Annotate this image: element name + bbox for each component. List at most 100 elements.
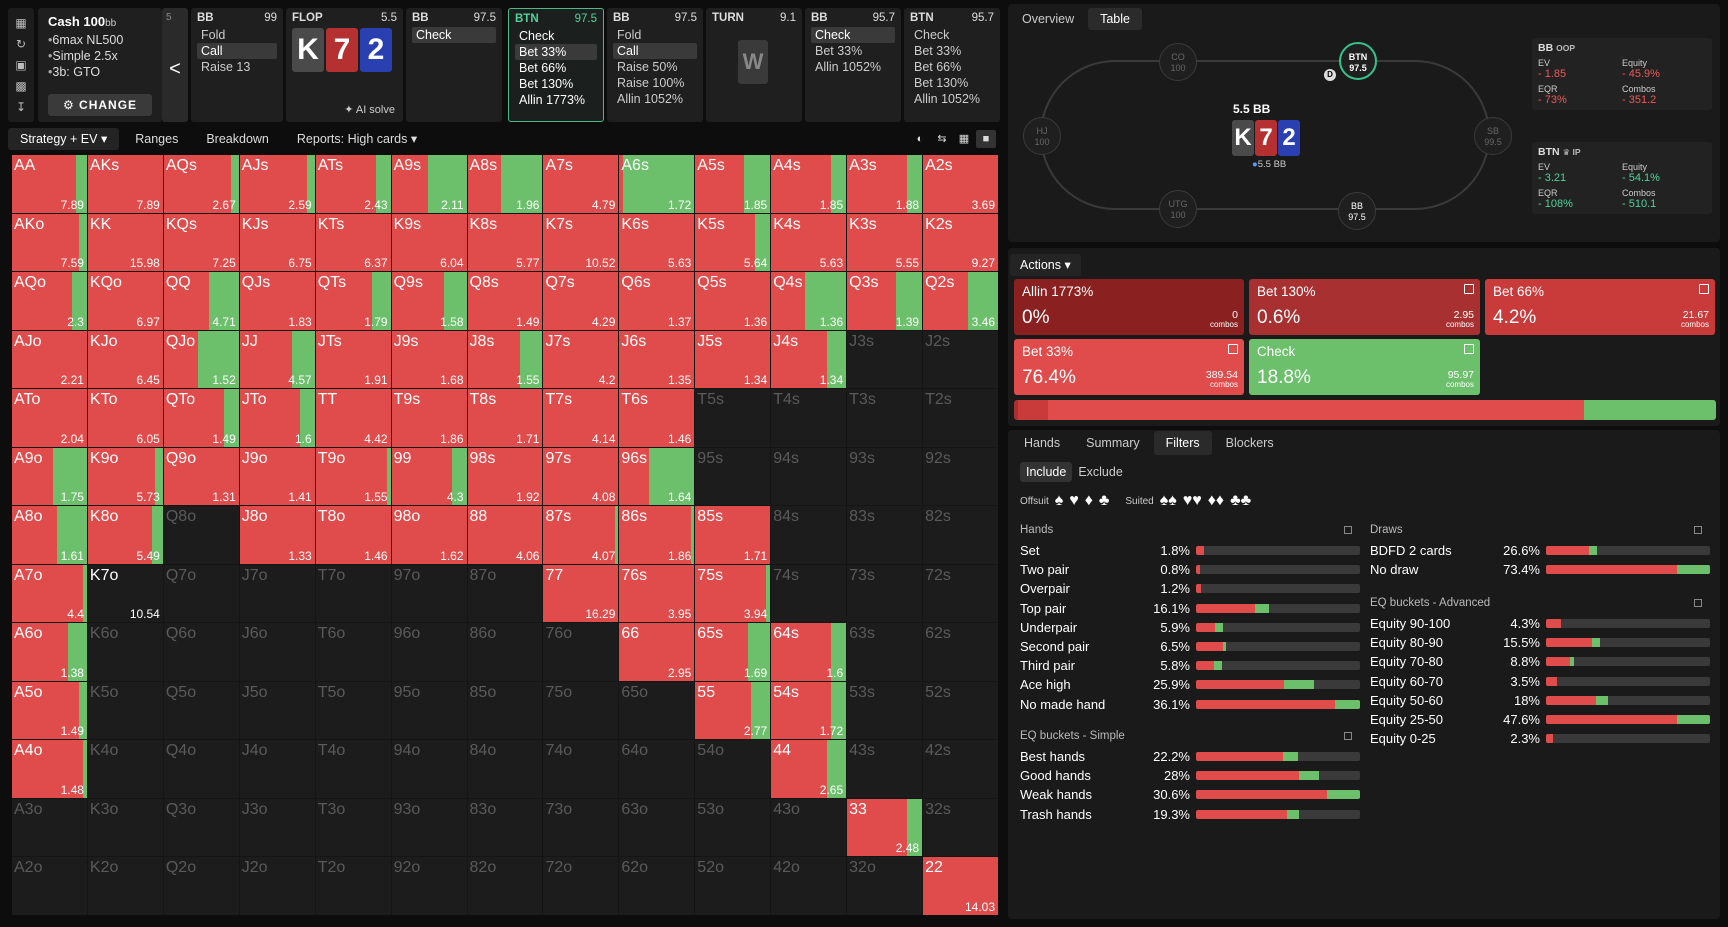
- hand-cell[interactable]: A9s 2.11: [391, 155, 467, 213]
- filter-row[interactable]: Equity 60-70 3.5%: [1370, 672, 1710, 691]
- hand-cell[interactable]: 83o: [467, 798, 543, 857]
- hand-cell[interactable]: T2o: [315, 857, 391, 915]
- seat-bb[interactable]: BB 97.5: [1338, 192, 1376, 230]
- hand-cell[interactable]: A3o: [12, 798, 87, 857]
- hand-cell[interactable]: A9o 1.75: [12, 447, 87, 506]
- node-btn-turn[interactable]: BTN 95.7 Check Bet 33% Bet 66% Bet 130% A…: [904, 8, 1000, 122]
- filter-row[interactable]: Equity 25-50 47.6%: [1370, 710, 1710, 729]
- hand-cell[interactable]: 75o: [543, 681, 619, 740]
- node-option[interactable]: Allin 1052%: [617, 92, 684, 106]
- hand-cell[interactable]: 63o: [619, 798, 695, 857]
- hand-cell[interactable]: K9s 6.04: [391, 213, 467, 272]
- hand-cell[interactable]: 73o: [543, 798, 619, 857]
- hand-cell[interactable]: A6s 1.72: [619, 155, 695, 213]
- hand-cell[interactable]: 32s: [923, 798, 998, 857]
- exclude-button[interactable]: Exclude: [1078, 465, 1123, 479]
- node-bb-preflop[interactable]: BB 99 Fold Call Raise 13: [191, 8, 283, 122]
- filter-row[interactable]: Two pair 0.8%: [1020, 560, 1360, 579]
- hand-cell[interactable]: AQo 2.3: [12, 272, 87, 330]
- hand-cell[interactable]: K6s 5.63: [619, 213, 695, 272]
- action-check[interactable]: Check 18.8% 95.97 combos: [1249, 339, 1480, 395]
- hand-cell[interactable]: J7s 4.2: [543, 330, 619, 389]
- hand-cell[interactable]: 84o: [467, 740, 543, 798]
- flop-node[interactable]: FLOP 5.5 K 7 2 ✦ AI solve: [286, 8, 403, 122]
- hand-cell[interactable]: J4s 1.34: [771, 330, 847, 389]
- hand-cell[interactable]: A6o 1.38: [12, 623, 87, 681]
- hand-cell[interactable]: KTo 6.05: [87, 389, 163, 447]
- hand-cell[interactable]: J9s 1.68: [391, 330, 467, 389]
- hand-cell[interactable]: JTo 1.6: [239, 389, 315, 447]
- hand-cell[interactable]: Q5o: [163, 681, 239, 740]
- tab-blockers[interactable]: Blockers: [1225, 436, 1274, 450]
- heart-icon[interactable]: ♥: [1069, 492, 1079, 509]
- node-bb-flop[interactable]: BB 97.5 Check: [406, 8, 502, 122]
- filter-row[interactable]: Equity 80-90 15.5%: [1370, 633, 1710, 652]
- hand-cell[interactable]: T3s: [847, 389, 923, 447]
- spade-icon[interactable]: ♠: [1054, 492, 1064, 509]
- hand-cell[interactable]: J6o: [239, 623, 315, 681]
- hand-cell[interactable]: T4s: [771, 389, 847, 447]
- seat-utg[interactable]: UTG 100: [1159, 190, 1197, 228]
- filter-row[interactable]: Equity 90-100 4.3%: [1370, 614, 1710, 633]
- hand-cell[interactable]: 52s: [923, 681, 998, 740]
- hand-cell[interactable]: KJo 6.45: [87, 330, 163, 389]
- chart-icon[interactable]: [1699, 284, 1709, 294]
- hand-cell[interactable]: K4o: [87, 740, 163, 798]
- hand-cell[interactable]: Q3s 1.39: [847, 272, 923, 330]
- hand-cell[interactable]: 33 2.48: [847, 798, 923, 857]
- hand-cell[interactable]: 97o: [391, 564, 467, 623]
- hand-cell[interactable]: J2s: [923, 330, 998, 389]
- hand-cell[interactable]: Q4s 1.36: [771, 272, 847, 330]
- hand-cell[interactable]: 74s: [771, 564, 847, 623]
- hand-cell[interactable]: K2s 9.27: [923, 213, 998, 272]
- chart-icon[interactable]: [1228, 344, 1238, 354]
- hand-cell[interactable]: J2o: [239, 857, 315, 915]
- hand-cell[interactable]: J3o: [239, 798, 315, 857]
- hand-cell[interactable]: T2s: [923, 389, 998, 447]
- collapse-icon[interactable]: [1344, 732, 1352, 740]
- hand-cell[interactable]: 42o: [771, 857, 847, 915]
- hand-cell[interactable]: 93s: [847, 447, 923, 506]
- hand-cell[interactable]: 95s: [695, 447, 771, 506]
- actions-dropdown[interactable]: Actions ▾: [1010, 254, 1081, 276]
- hand-cell[interactable]: AJs 2.59: [239, 155, 315, 213]
- chart-icon[interactable]: [1464, 344, 1474, 354]
- hand-cell[interactable]: K8s 5.77: [467, 213, 543, 272]
- hand-cell[interactable]: K9o 5.73: [87, 447, 163, 506]
- hand-cell[interactable]: 75s 3.94: [695, 564, 771, 623]
- hand-cell[interactable]: TT 4.42: [315, 389, 391, 447]
- hand-cell[interactable]: K8o 5.49: [87, 506, 163, 564]
- hand-cell[interactable]: Q7o: [163, 564, 239, 623]
- grid-icon[interactable]: ▦: [958, 133, 970, 145]
- ai-solve-button[interactable]: ✦ AI solve: [344, 104, 395, 116]
- hand-cell[interactable]: JTs 1.91: [315, 330, 391, 389]
- filter-row[interactable]: Equity 0-25 2.3%: [1370, 729, 1710, 748]
- hand-cell[interactable]: 82o: [467, 857, 543, 915]
- bookmark-icon[interactable]: ▦: [15, 15, 27, 30]
- hand-cell[interactable]: J5s 1.34: [695, 330, 771, 389]
- hand-cell[interactable]: J6s 1.35: [619, 330, 695, 389]
- node-option[interactable]: Fold: [617, 28, 642, 42]
- hand-cell[interactable]: 92s: [923, 447, 998, 506]
- action-bet-33[interactable]: Bet 33% 76.4% 389.54 combos: [1014, 339, 1244, 395]
- filter-row[interactable]: Equity 50-60 18%: [1370, 691, 1710, 710]
- hand-cell[interactable]: Q2s 3.46: [923, 272, 998, 330]
- filter-row[interactable]: Third pair 5.8%: [1020, 656, 1360, 675]
- hand-cell[interactable]: 82s: [923, 506, 998, 564]
- node-option[interactable]: Allin 1052%: [815, 60, 882, 74]
- node-option[interactable]: Bet 33%: [815, 44, 863, 58]
- hand-cell[interactable]: 96o: [391, 623, 467, 681]
- chart-icon[interactable]: [1464, 284, 1474, 294]
- club-icon[interactable]: ♣: [1098, 492, 1110, 509]
- hand-cell[interactable]: K6o: [87, 623, 163, 681]
- node-option[interactable]: Call: [613, 43, 697, 59]
- hand-cell[interactable]: 74o: [543, 740, 619, 798]
- text-cursor-icon[interactable]: ↧: [15, 100, 27, 115]
- hand-cell[interactable]: A7s 4.79: [543, 155, 619, 213]
- hand-cell[interactable]: 32o: [847, 857, 923, 915]
- square-icon[interactable]: ■: [976, 130, 996, 148]
- hand-cell[interactable]: 65o: [619, 681, 695, 740]
- hand-cell[interactable]: 65s 1.69: [695, 623, 771, 681]
- hand-cell[interactable]: K5o: [87, 681, 163, 740]
- node-option[interactable]: Check: [519, 29, 555, 43]
